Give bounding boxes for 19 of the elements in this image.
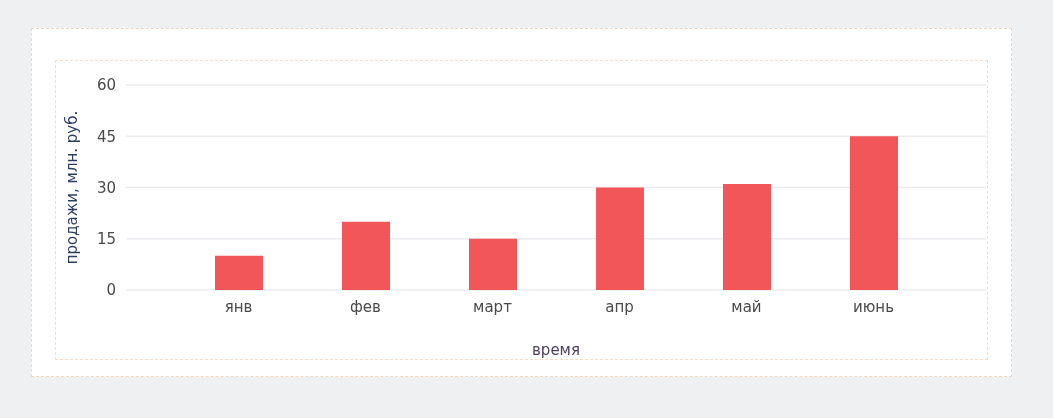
x-tick-label: июнь — [852, 297, 895, 316]
y-tick-label: 15 — [96, 230, 116, 249]
x-tick-label: фев — [350, 297, 381, 316]
y-axis-title: продажи, млн. руб. — [63, 110, 81, 265]
x-tick-label: март — [473, 297, 513, 316]
bar — [342, 221, 390, 290]
y-tick-label: 0 — [106, 281, 116, 300]
y-tick-label: 45 — [96, 127, 116, 146]
x-tick-label: май — [731, 297, 762, 316]
x-tick-label: янв — [224, 297, 253, 316]
bar — [723, 184, 771, 290]
y-tick-label: 30 — [96, 178, 116, 197]
bar — [596, 187, 644, 290]
x-tick-label: апр — [605, 297, 634, 316]
x-axis-title: время — [532, 341, 580, 359]
bar — [850, 136, 898, 290]
bar — [469, 238, 517, 290]
y-tick-label: 60 — [96, 76, 116, 95]
bar — [215, 255, 263, 290]
